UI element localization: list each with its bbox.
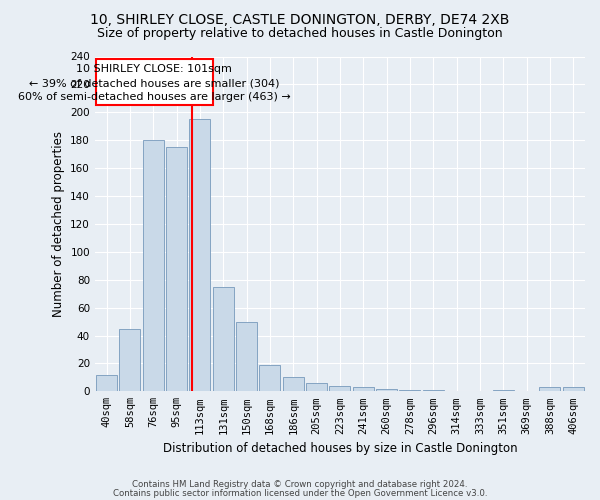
Bar bbox=[213, 286, 234, 392]
Bar bbox=[423, 390, 444, 392]
Bar bbox=[376, 388, 397, 392]
Bar bbox=[563, 387, 584, 392]
Bar bbox=[329, 386, 350, 392]
Bar bbox=[166, 147, 187, 392]
FancyBboxPatch shape bbox=[96, 60, 213, 106]
Text: Size of property relative to detached houses in Castle Donington: Size of property relative to detached ho… bbox=[97, 28, 503, 40]
Bar bbox=[119, 328, 140, 392]
Text: 60% of semi-detached houses are larger (463) →: 60% of semi-detached houses are larger (… bbox=[18, 92, 291, 102]
Bar bbox=[400, 390, 421, 392]
Bar bbox=[539, 387, 560, 392]
Bar bbox=[143, 140, 164, 392]
Text: Contains public sector information licensed under the Open Government Licence v3: Contains public sector information licen… bbox=[113, 488, 487, 498]
Bar bbox=[259, 365, 280, 392]
Bar bbox=[353, 387, 374, 392]
Text: 10, SHIRLEY CLOSE, CASTLE DONINGTON, DERBY, DE74 2XB: 10, SHIRLEY CLOSE, CASTLE DONINGTON, DER… bbox=[91, 12, 509, 26]
Bar bbox=[236, 322, 257, 392]
Text: ← 39% of detached houses are smaller (304): ← 39% of detached houses are smaller (30… bbox=[29, 78, 280, 88]
Bar bbox=[283, 378, 304, 392]
Bar bbox=[96, 374, 117, 392]
Bar bbox=[190, 120, 211, 392]
Y-axis label: Number of detached properties: Number of detached properties bbox=[52, 131, 65, 317]
X-axis label: Distribution of detached houses by size in Castle Donington: Distribution of detached houses by size … bbox=[163, 442, 517, 455]
Text: 10 SHIRLEY CLOSE: 101sqm: 10 SHIRLEY CLOSE: 101sqm bbox=[76, 64, 232, 74]
Bar bbox=[306, 383, 327, 392]
Bar bbox=[493, 390, 514, 392]
Text: Contains HM Land Registry data © Crown copyright and database right 2024.: Contains HM Land Registry data © Crown c… bbox=[132, 480, 468, 489]
